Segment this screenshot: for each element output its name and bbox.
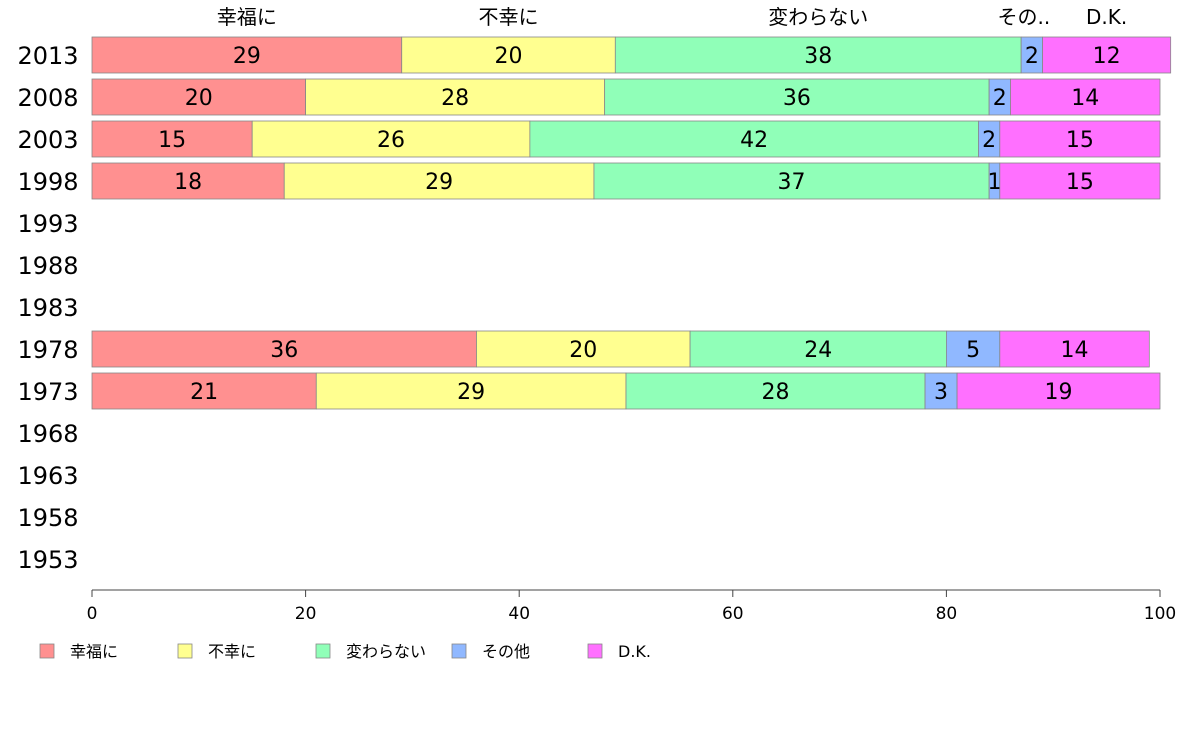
data-label-1973-0: 21 [190,380,218,405]
data-label-1978-0: 36 [270,338,298,363]
x-tick-label-60: 60 [722,604,744,624]
bar-segment-1973-0 [91,372,317,410]
bar-segment-1973-4 [956,372,1161,410]
x-tick-label-0: 0 [87,604,98,624]
data-label-2008-0: 20 [185,86,213,111]
data-label-2003-4: 15 [1066,128,1094,153]
bar-segment-2008-1 [305,78,606,116]
bar-segment-2008-2 [604,78,990,116]
data-label-1973-2: 28 [762,380,790,405]
bar-segment-1998-0 [91,162,285,200]
data-label-1973-3: 3 [934,380,948,405]
bar-segment-2013-1 [401,36,616,74]
x-tick-label-40: 40 [508,604,530,624]
legend-swatch-1 [177,643,193,659]
legend-swatch-3 [451,643,467,659]
bar-segment-2008-0 [91,78,307,116]
data-label-1998-0: 18 [174,170,202,195]
year-label-1973: 1973 [17,378,78,406]
legend-swatch-2 [315,643,331,659]
data-label-1978-4: 14 [1061,338,1089,363]
top-label-4: D.K. [1086,5,1127,29]
year-label-1963: 1963 [17,462,78,490]
legend-swatch-4 [587,643,603,659]
bar-segment-1998-1 [283,162,595,200]
year-label-1953: 1953 [17,546,78,574]
year-label-1993: 1993 [17,210,78,238]
bar-segment-1978-1 [476,330,691,368]
data-label-2013-3: 2 [1025,44,1039,69]
x-tick-label-20: 20 [295,604,317,624]
year-label-1983: 1983 [17,294,78,322]
data-label-1998-2: 37 [778,170,806,195]
bar-segment-1973-2 [625,372,926,410]
legend-label-3: その他 [482,642,530,661]
data-label-2013-0: 29 [233,44,261,69]
data-label-2013-1: 20 [495,44,523,69]
bar-segment-2013-4 [1042,36,1172,74]
bar-segment-2003-0 [91,120,253,158]
data-label-1998-1: 29 [425,170,453,195]
data-label-2008-4: 14 [1071,86,1099,111]
data-label-1978-3: 5 [966,338,980,363]
data-label-2003-2: 42 [740,128,768,153]
data-label-2003-1: 26 [377,128,405,153]
data-label-1998-3: 1 [987,170,1001,195]
data-label-2003-3: 2 [982,128,996,153]
bar-segment-1973-3 [924,372,958,410]
top-label-3: その.. [997,5,1050,29]
data-label-1978-1: 20 [569,338,597,363]
legend-label-2: 変わらない [346,642,426,661]
bar-segment-2003-2 [529,120,979,158]
data-label-1973-4: 19 [1045,380,1073,405]
year-label-2008: 2008 [17,84,78,112]
year-label-2003: 2003 [17,126,78,154]
bar-segment-2008-4 [1010,78,1161,116]
data-label-1998-4: 15 [1066,170,1094,195]
bar-segment-1998-2 [593,162,990,200]
legend-label-1: 不幸に [208,642,256,661]
data-label-2013-4: 12 [1093,44,1121,69]
data-label-1973-1: 29 [457,380,485,405]
bar-segment-1978-2 [689,330,947,368]
x-tick-label-80: 80 [936,604,958,624]
data-label-2008-3: 2 [993,86,1007,111]
data-label-2008-1: 28 [441,86,469,111]
top-label-2: 変わらない [768,5,868,29]
top-label-1: 不幸に [479,5,539,29]
bar-segment-2003-1 [251,120,531,158]
year-label-2013: 2013 [17,42,78,70]
x-tick-label-100: 100 [1144,604,1176,624]
legend-swatch-0 [39,643,55,659]
data-label-1978-2: 24 [804,338,832,363]
bar-segment-1978-4 [999,330,1150,368]
bar-segment-2003-4 [999,120,1161,158]
bar-segment-1978-3 [946,330,1001,368]
year-label-1958: 1958 [17,504,78,532]
bar-segment-2013-2 [614,36,1022,74]
legend-label-0: 幸福に [70,642,118,661]
data-label-2013-2: 38 [804,44,832,69]
bar-segment-1998-4 [999,162,1161,200]
bar-segment-2013-0 [91,36,403,74]
data-label-2008-2: 36 [783,86,811,111]
year-label-1988: 1988 [17,252,78,280]
legend-label-4: D.K. [618,642,651,661]
year-label-1978: 1978 [17,336,78,364]
top-label-0: 幸福に [217,5,277,29]
year-label-1998: 1998 [17,168,78,196]
year-label-1968: 1968 [17,420,78,448]
data-label-2003-0: 15 [158,128,186,153]
